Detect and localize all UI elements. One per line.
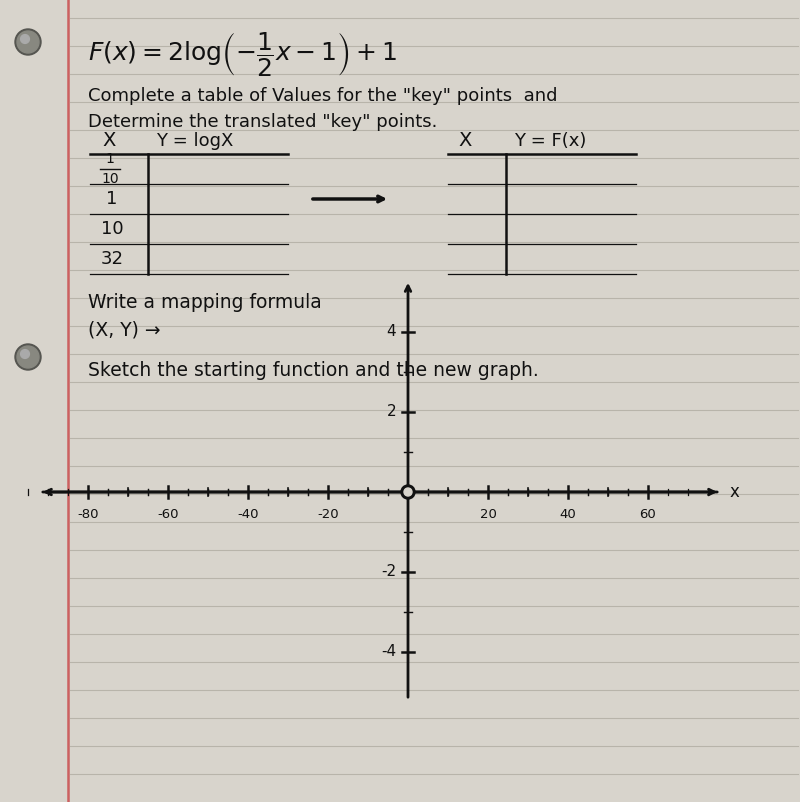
Text: X: X xyxy=(458,132,471,151)
Text: 32: 32 xyxy=(101,250,123,268)
Text: 10: 10 xyxy=(101,172,119,186)
Text: (X, Y) →: (X, Y) → xyxy=(88,321,161,339)
Text: X: X xyxy=(102,132,115,151)
Text: -20: -20 xyxy=(317,508,339,521)
Circle shape xyxy=(15,344,41,370)
Text: Write a mapping formula: Write a mapping formula xyxy=(88,293,322,311)
Text: 40: 40 xyxy=(560,508,576,521)
Text: 1: 1 xyxy=(106,152,114,166)
Circle shape xyxy=(17,31,39,53)
Circle shape xyxy=(15,29,41,55)
Text: -80: -80 xyxy=(78,508,98,521)
Text: -4: -4 xyxy=(381,645,396,659)
Text: 10: 10 xyxy=(101,220,123,238)
Circle shape xyxy=(21,34,30,43)
Circle shape xyxy=(401,485,415,499)
Text: 1: 1 xyxy=(106,190,118,208)
Text: Y = F(x): Y = F(x) xyxy=(514,132,586,150)
Text: Y = logX: Y = logX xyxy=(156,132,234,150)
Text: Determine the translated "key" points.: Determine the translated "key" points. xyxy=(88,113,438,131)
Text: x: x xyxy=(730,483,740,501)
Text: -40: -40 xyxy=(238,508,258,521)
Text: $F(x) = 2\log\!\left(-\dfrac{1}{2}x - 1\right) + 1$: $F(x) = 2\log\!\left(-\dfrac{1}{2}x - 1\… xyxy=(88,30,397,78)
Text: 20: 20 xyxy=(479,508,497,521)
Text: 2: 2 xyxy=(386,404,396,419)
Text: 4: 4 xyxy=(386,325,396,339)
Circle shape xyxy=(21,350,30,358)
Circle shape xyxy=(17,346,39,368)
Text: 60: 60 xyxy=(640,508,656,521)
Text: -60: -60 xyxy=(158,508,178,521)
Text: Complete a table of Values for the "key" points  and: Complete a table of Values for the "key"… xyxy=(88,87,558,105)
Text: Sketch the starting function and the new graph.: Sketch the starting function and the new… xyxy=(88,361,538,379)
Text: -2: -2 xyxy=(381,565,396,580)
Circle shape xyxy=(404,488,412,496)
